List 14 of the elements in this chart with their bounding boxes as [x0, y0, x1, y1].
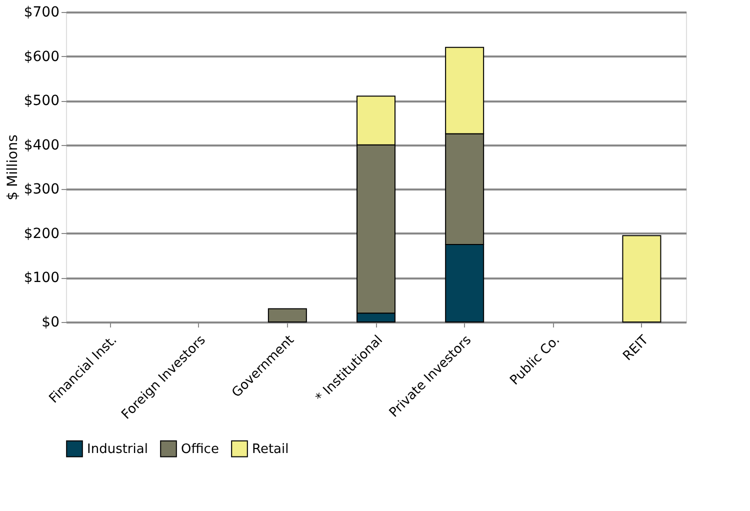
y-tick-label: $400 — [24, 137, 60, 154]
y-tick-label: $500 — [24, 93, 60, 110]
legend-label: Office — [181, 442, 219, 457]
y-tick-label: $600 — [24, 48, 60, 65]
y-axis-title: $ Millions — [4, 134, 21, 200]
y-tick-label: $0 — [42, 314, 60, 330]
legend-label: Retail — [252, 442, 289, 457]
y-tick-label: $100 — [24, 270, 60, 286]
y-tick-label: $700 — [24, 4, 60, 20]
y-tick-label: $200 — [24, 226, 60, 242]
legend-label: Industrial — [87, 442, 148, 457]
bar — [622, 235, 662, 322]
bar — [268, 308, 307, 322]
y-tick-label: $300 — [24, 182, 60, 198]
